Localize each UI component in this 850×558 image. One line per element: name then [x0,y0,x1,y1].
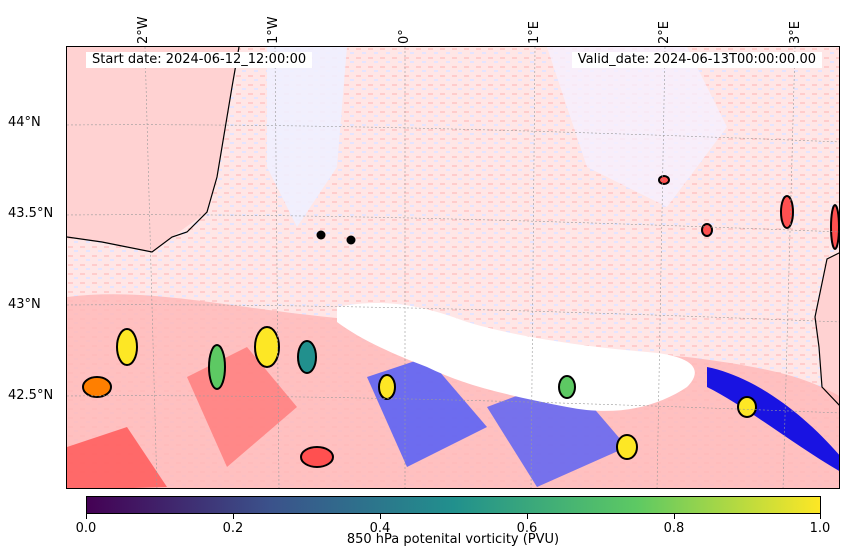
valid-date-label: Valid_date: 2024-06-13T00:00:00.00 [571,52,822,68]
negative-anomaly [707,367,839,471]
lon-tick-label: 2°E [657,21,672,44]
city-marker [316,230,326,240]
colorbar-tick [820,514,821,519]
lon-tick-label: 2°W [136,16,151,44]
colorbar-tick-label: 0.0 [75,521,97,536]
negative-anomaly [487,377,627,487]
lon-tick-label: 3°E [788,21,803,44]
colorbar [86,496,821,514]
france-land [67,47,239,252]
lon-tick-label: 0° [397,29,412,44]
colorbar-tick-label: 0.6 [516,521,538,536]
colorbar-tick [674,514,675,519]
pv-contours [82,175,839,468]
graticule [67,47,839,488]
start-date-label: Start date: 2024-06-12_12:00:00 [86,52,313,68]
lat-tick-label: 43.5°N [8,206,54,221]
lon-tick-label: 1°E [527,21,542,44]
pv-field-map [67,47,839,488]
lat-tick-label: 43°N [8,297,41,312]
colorbar-tick [86,514,87,519]
lon-tick-label: 1°W [266,16,281,44]
field-patch-cool [267,47,347,227]
colorbar-tick-label: 0.4 [369,521,391,536]
map-panel [66,46,840,489]
lat-tick-label: 42.5°N [8,388,54,403]
colorbar-tick-label: 1.0 [809,521,831,536]
coastline [67,47,839,406]
colorbar-tick [380,514,381,519]
positive-anomaly [67,427,167,488]
lat-tick-label: 44°N [8,115,41,130]
colorbar-tick [527,514,528,519]
pyrenees-mask [337,302,695,411]
colorbar-tick-label: 0.8 [663,521,685,536]
negative-anomaly [367,357,487,467]
field-patch-cool [547,47,727,207]
colorbar-tick-label: 0.2 [222,521,244,536]
colorbar-tick [233,514,234,519]
colorbar-title: 850 hPa potenital vorticity (PVU) [346,532,560,547]
city-marker [346,235,356,245]
